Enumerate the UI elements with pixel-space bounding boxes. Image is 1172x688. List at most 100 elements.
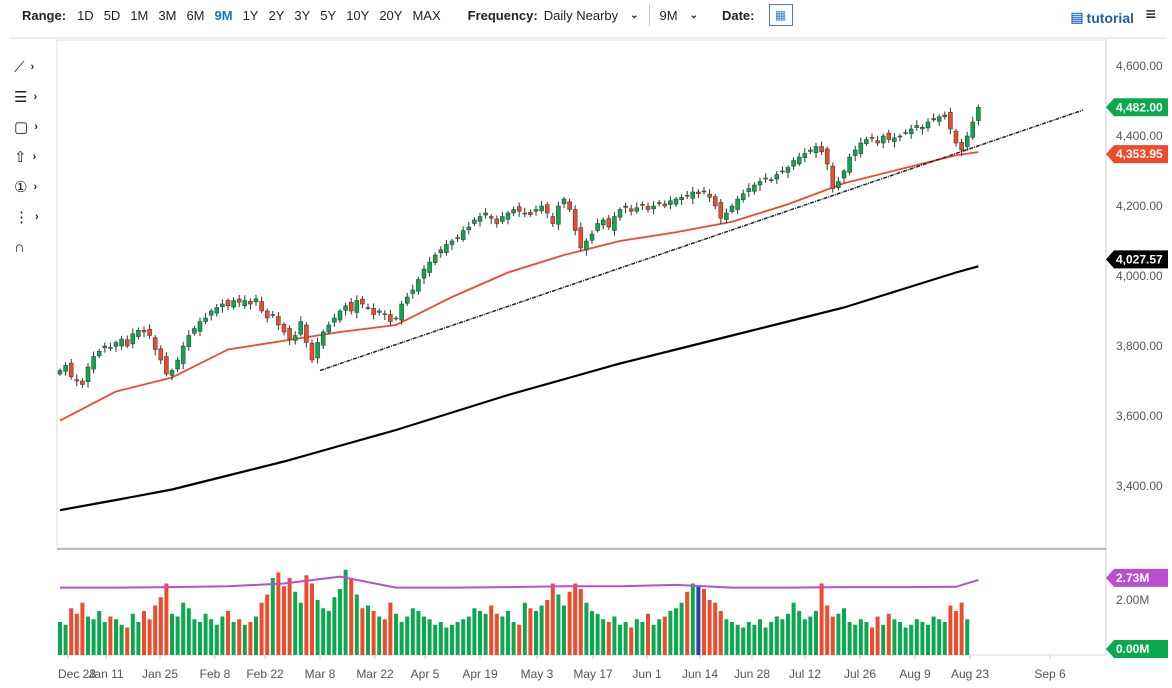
range-20y[interactable]: 20Y	[379, 7, 403, 23]
hamburger-icon[interactable]: ≡	[1145, 4, 1156, 24]
range-6m[interactable]: 6M	[186, 7, 205, 23]
volume-bar	[259, 602, 264, 655]
volume-bar	[819, 583, 824, 655]
rectangle-tool-button[interactable]: ▢ ›	[14, 112, 54, 142]
volume-bar	[847, 622, 852, 655]
y-tick-label: 4,600.00	[1116, 59, 1163, 73]
frequency-dropdown[interactable]: Daily Nearby ⌄	[544, 8, 639, 23]
volume-bar	[875, 616, 880, 655]
candle-body	[220, 303, 225, 308]
volume-bar	[254, 616, 258, 655]
tutorial-link[interactable]: ▤ tutorial	[1070, 9, 1134, 26]
range-2y[interactable]: 2Y	[268, 7, 285, 23]
x-tick-label: Mar 8	[305, 667, 336, 681]
candle-body	[74, 379, 80, 382]
range-buttons: 1D 5D 1M 3M 6M 9M 1Y 2Y 3Y 5Y 10Y 20Y MAX	[72, 8, 446, 23]
candle-body	[281, 324, 287, 333]
volume-bar	[315, 600, 320, 655]
candle-body	[892, 137, 897, 142]
candle-body	[460, 230, 466, 240]
candle-body	[175, 359, 180, 370]
volume-bar	[539, 605, 544, 655]
range-9m[interactable]: 9M	[214, 7, 233, 23]
price-tag-text: 2.73M	[1116, 571, 1149, 585]
volume-bar	[472, 608, 477, 655]
volume-bar	[959, 602, 964, 655]
x-tick-label: May 3	[521, 667, 554, 681]
candle-body	[516, 206, 522, 212]
candle-body	[320, 331, 326, 346]
candle-body	[920, 127, 925, 130]
volume-bar	[214, 624, 219, 655]
line-tool-button[interactable]: ⟋ ›	[14, 52, 54, 82]
candle-body	[707, 193, 712, 198]
range-1y[interactable]: 1Y	[242, 7, 259, 23]
volume-bar	[405, 616, 410, 655]
volume-bar	[892, 619, 897, 655]
range-1d[interactable]: 1D	[77, 7, 94, 23]
candle-body	[942, 114, 948, 117]
candle-body	[298, 321, 304, 335]
candle-body	[108, 347, 113, 349]
volume-bar	[102, 622, 107, 655]
y-tick-label: 4,400.00	[1116, 129, 1163, 143]
volume-bar	[366, 605, 370, 655]
range-3m[interactable]: 3M	[158, 7, 177, 23]
candle-body	[880, 135, 886, 144]
volume-bar	[158, 597, 163, 655]
range-3y[interactable]: 3Y	[294, 7, 311, 23]
candle-body	[444, 244, 449, 253]
x-tick-label: Jul 12	[789, 667, 821, 681]
divider	[648, 4, 650, 26]
candle-body	[57, 370, 63, 375]
volume-bar	[556, 594, 561, 655]
period-dropdown[interactable]: 9M ⌄	[660, 8, 698, 23]
candle-body	[410, 289, 416, 294]
volume-bar	[310, 583, 314, 655]
volume-bar	[528, 608, 533, 655]
candle-body	[668, 200, 673, 205]
range-max[interactable]: MAX	[412, 7, 441, 23]
candle-body	[225, 300, 231, 306]
pitchfork-tool-button[interactable]: ⋮ ›	[14, 202, 54, 232]
candle-body	[91, 356, 96, 370]
magnet-button[interactable]: ∩	[14, 232, 54, 262]
volume-bar	[808, 616, 813, 655]
range-10y[interactable]: 10Y	[346, 7, 370, 23]
volume-bar	[125, 627, 130, 655]
volume-zero-tag: 0.00M	[1106, 640, 1168, 658]
volume-bar	[623, 622, 628, 655]
volume-bar	[455, 622, 460, 655]
candle-body	[382, 313, 388, 316]
volume-bar	[590, 611, 594, 655]
fib-tool-button[interactable]: ☰ ›	[14, 82, 54, 112]
range-1m[interactable]: 1M	[130, 7, 149, 23]
volume-bar	[931, 616, 936, 655]
y-tick-label: 3,800.00	[1116, 339, 1163, 353]
candle-body	[651, 205, 656, 210]
candle-body	[886, 132, 892, 140]
candle-body	[729, 205, 735, 212]
range-5y[interactable]: 5Y	[320, 7, 337, 23]
volume-bar	[629, 627, 634, 655]
candle-body	[701, 190, 707, 193]
candle-body	[80, 380, 85, 385]
candle-body	[416, 279, 421, 292]
arrow-tool-button[interactable]: ⇧ ›	[14, 142, 54, 172]
volume-bar	[573, 583, 578, 655]
volume-bar	[730, 622, 734, 655]
number-tool-button[interactable]: ① ›	[14, 172, 54, 202]
calendar-icon[interactable]: ▦	[768, 4, 793, 26]
candle-body	[875, 140, 880, 144]
range-5d[interactable]: 5D	[103, 7, 121, 23]
volume-bar	[97, 611, 102, 655]
volume-bar	[606, 622, 611, 655]
candle-body	[472, 219, 477, 224]
volume-bar	[433, 624, 438, 655]
x-tick-label: Mar 22	[356, 667, 394, 681]
x-tick-label: Jun 28	[734, 667, 770, 681]
drawing-tools: ⟋ › ☰ › ▢ › ⇧ › ① › ⋮ › ∩	[14, 52, 54, 262]
candle-body	[953, 130, 959, 144]
candle-body	[897, 135, 903, 138]
